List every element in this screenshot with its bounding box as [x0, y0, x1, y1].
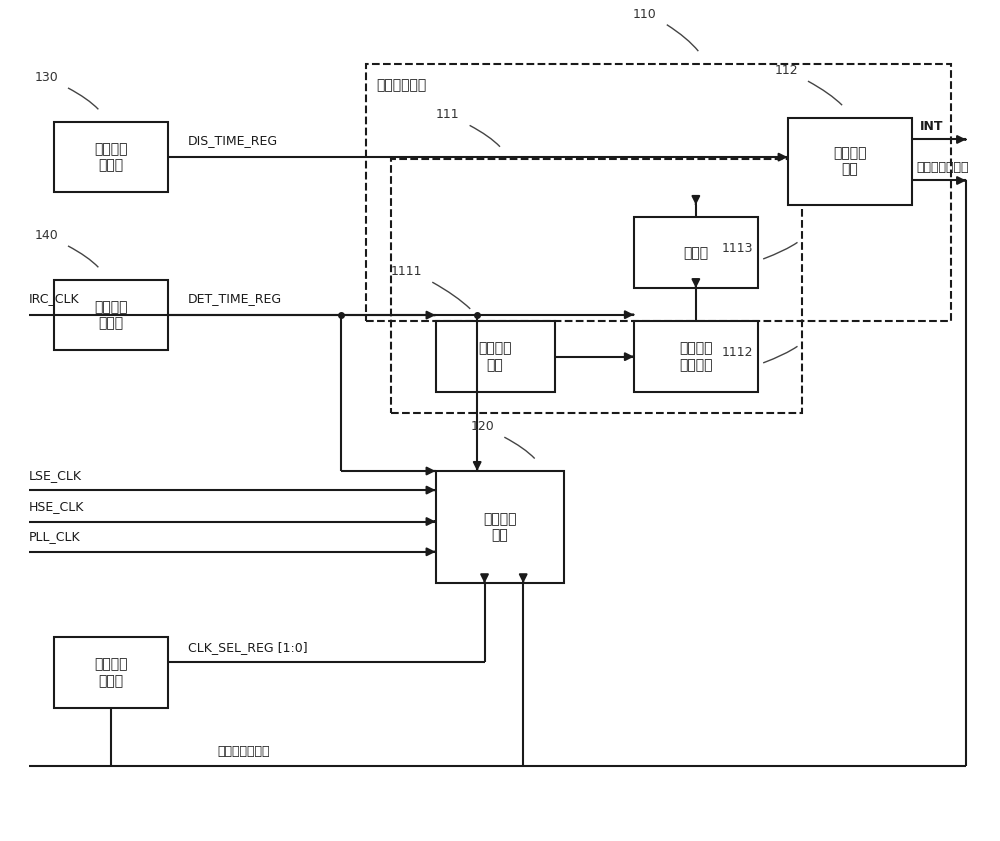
Bar: [366, 64, 951, 321]
Text: 1112: 1112: [722, 346, 753, 359]
Text: 140: 140: [34, 229, 58, 241]
Bar: [788, 118, 912, 205]
Bar: [634, 218, 758, 288]
Text: CLK_SEL_REG [1:0]: CLK_SEL_REG [1:0]: [188, 641, 307, 653]
Text: 失效检测电路: 失效检测电路: [376, 78, 426, 93]
Text: 检测时间
寄存器: 检测时间 寄存器: [94, 300, 128, 331]
Text: DIS_TIME_REG: DIS_TIME_REG: [188, 135, 278, 147]
Text: 主时钟切换信号: 主时钟切换信号: [917, 161, 969, 174]
Bar: [54, 122, 168, 193]
Text: DET_TIME_REG: DET_TIME_REG: [188, 292, 282, 305]
Text: 112: 112: [774, 64, 798, 77]
Text: 111: 111: [436, 108, 460, 121]
Bar: [436, 321, 555, 392]
Text: 失效时间
寄存器: 失效时间 寄存器: [94, 142, 128, 172]
Text: 频率检测
电路: 频率检测 电路: [478, 341, 512, 372]
Bar: [436, 471, 564, 584]
Text: 计时器: 计时器: [683, 246, 708, 260]
Text: 1113: 1113: [722, 242, 753, 255]
Text: HSE_CLK: HSE_CLK: [29, 500, 84, 513]
Bar: [391, 159, 802, 413]
Text: 时钟选通
电路: 时钟选通 电路: [483, 512, 517, 542]
Text: 130: 130: [34, 71, 58, 84]
Bar: [54, 280, 168, 351]
Text: INT: INT: [919, 119, 943, 133]
Text: 时钟选择
寄存器: 时钟选择 寄存器: [94, 658, 128, 688]
Text: 120: 120: [471, 420, 494, 433]
Text: 主时钟切换信号: 主时钟切换信号: [217, 745, 270, 758]
Text: IRC_CLK: IRC_CLK: [29, 292, 80, 304]
Bar: [634, 321, 758, 392]
Text: 1111: 1111: [391, 265, 422, 278]
Text: 110: 110: [633, 8, 657, 20]
Text: 失效比较
模块: 失效比较 模块: [833, 146, 866, 177]
Bar: [54, 637, 168, 708]
Text: PLL_CLK: PLL_CLK: [29, 531, 81, 543]
Text: 复位脉冲
发生电路: 复位脉冲 发生电路: [679, 341, 713, 372]
Text: LSE_CLK: LSE_CLK: [29, 468, 82, 482]
